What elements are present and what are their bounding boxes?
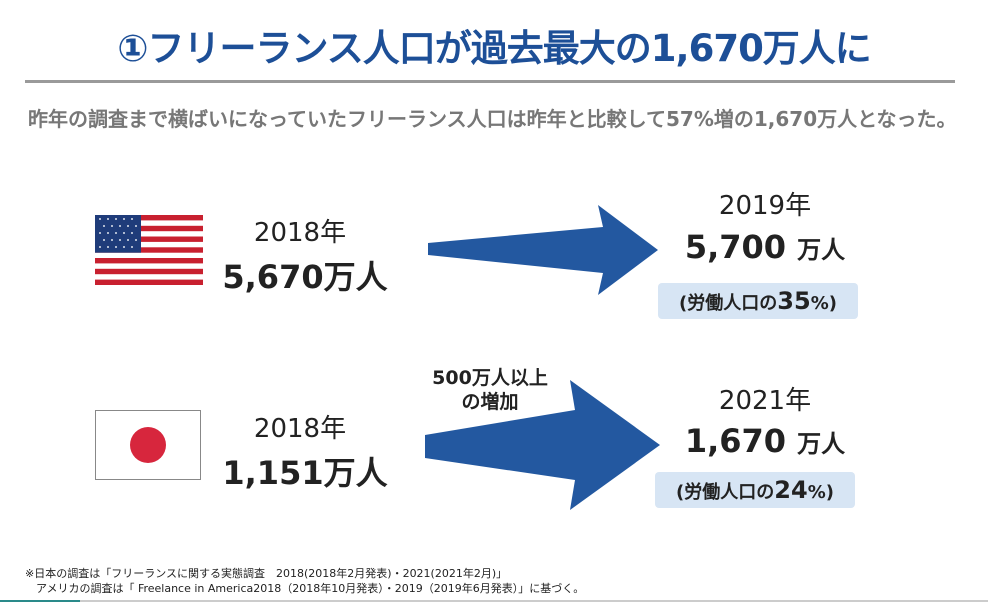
jp-to-year: 2021年 <box>718 386 812 416</box>
source-note: ※日本の調査は「フリーランスに関する実態調査 2018(2018年2月発表)・2… <box>25 567 585 595</box>
us-from-year: 2018年 <box>253 218 347 248</box>
japan-flag-icon <box>95 410 201 480</box>
bottom-border <box>0 600 988 602</box>
bottom-accent <box>0 600 80 602</box>
jp-from-year: 2018年 <box>253 414 347 444</box>
jp-share-badge: (労働人口の24%) <box>655 472 855 508</box>
increase-label: 500万人以上 の増加 <box>432 367 548 413</box>
us-share-badge: (労働人口の35%) <box>658 283 858 319</box>
jp-arrow-icon <box>425 380 660 510</box>
jp-to-value: 1,670 万人 <box>684 422 846 460</box>
lead-text: 昨年の調査まで横ばいになっていたフリーランス人口は昨年と比較して57%増の1,6… <box>28 107 957 131</box>
us-flag-icon <box>95 215 203 285</box>
us-arrow-icon <box>428 205 658 295</box>
us-to-value: 5,700 万人 <box>684 228 846 266</box>
us-from-value: 5,670万人 <box>222 258 388 296</box>
page-title: ①フリーランス人口が過去最大の1,670万人に <box>117 27 872 70</box>
divider <box>25 80 955 83</box>
us-to-year: 2019年 <box>718 191 812 221</box>
jp-from-value: 1,151万人 <box>222 454 388 492</box>
